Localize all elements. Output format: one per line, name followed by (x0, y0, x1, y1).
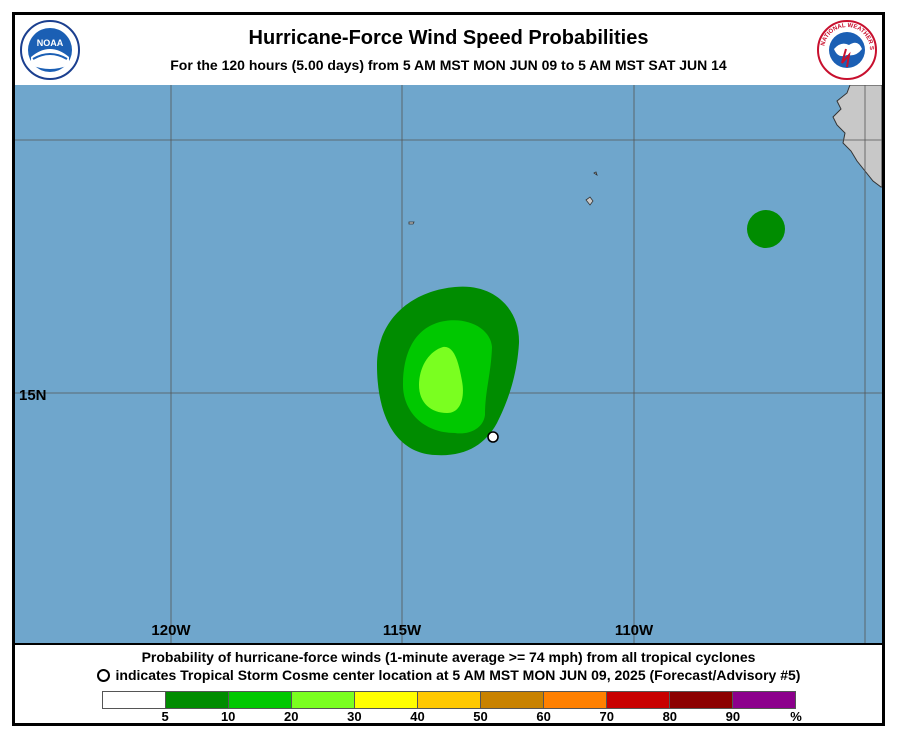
legend-label: 5 (161, 709, 169, 724)
lon-label-120w: 120W (151, 622, 191, 639)
legend-label: 10 (220, 709, 236, 724)
legend-label: % (790, 709, 802, 724)
contour-20-30 (419, 346, 463, 413)
probability-map: 15N 120W 115W 110W (15, 85, 882, 643)
island-socorro (585, 196, 594, 206)
lon-label-110w: 110W (615, 622, 654, 639)
legend-label: 90 (725, 709, 741, 724)
graphic-frame: NOAA Hurricane-Force Wind Speed Probabil… (12, 12, 885, 726)
legend-label: 20 (284, 709, 299, 724)
island-san-benedicto (593, 171, 598, 176)
storm-center-marker (487, 431, 499, 443)
probability-contours (377, 210, 785, 456)
svg-text:NOAA: NOAA (37, 38, 64, 48)
legend-label: 30 (347, 709, 362, 724)
legend-swatch (544, 692, 607, 708)
lat-label-15n: 15N (19, 387, 47, 404)
legend-label: 80 (662, 709, 678, 724)
legend-label: 40 (410, 709, 425, 724)
legend-swatch (670, 692, 733, 708)
nws-logo: NATIONAL WEATHER SERVICE (816, 19, 877, 80)
legend-swatch (166, 692, 229, 708)
header: NOAA Hurricane-Force Wind Speed Probabil… (15, 15, 882, 87)
legend-label: 70 (599, 709, 614, 724)
legend-swatch (292, 692, 355, 708)
page-subtitle: For the 120 hours (5.00 days) from 5 AM … (170, 57, 727, 73)
island-clarion (408, 221, 415, 225)
footer-storm-note-text: indicates Tropical Storm Cosme center lo… (115, 667, 801, 683)
color-scale-legend (102, 691, 796, 709)
legend-swatch (481, 692, 544, 708)
lon-label-115w: 115W (383, 622, 422, 639)
footer: Probability of hurricane-force winds (1-… (15, 643, 882, 725)
storm-center-legend-icon (96, 668, 110, 682)
noaa-logo: NOAA (20, 20, 80, 80)
mexico-coastline (832, 85, 882, 188)
legend-swatch (733, 692, 795, 708)
map-canvas: 15N 120W 115W 110W (15, 85, 882, 643)
legend-label: 60 (536, 709, 551, 724)
page-title: Hurricane-Force Wind Speed Probabilities (248, 27, 649, 49)
footer-description: Probability of hurricane-force winds (1-… (141, 649, 756, 665)
legend-label: 50 (473, 709, 488, 724)
legend-swatch (607, 692, 670, 708)
legend-swatch (355, 692, 418, 708)
legend-swatch (229, 692, 292, 708)
legend-swatch (103, 692, 166, 708)
legend-swatch (418, 692, 481, 708)
contour-east-5-10 (747, 210, 785, 248)
footer-storm-note: indicates Tropical Storm Cosme center lo… (15, 667, 882, 683)
color-scale-labels: 5 10 20 30 40 50 60 70 80 90% (102, 709, 822, 725)
